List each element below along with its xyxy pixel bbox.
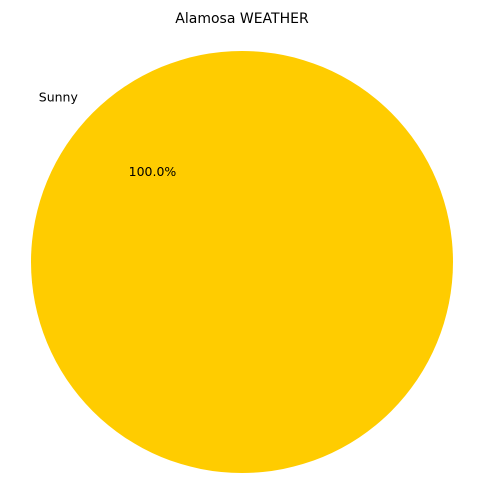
slice-label: Sunny [39,89,79,104]
pie-slice-sunny [31,51,453,473]
pie-labels: Sunny 100.0% [39,89,177,179]
slice-percent-label: 100.0% [129,164,177,179]
pie-slices [31,51,453,473]
chart-title: Alamosa WEATHER [175,11,309,27]
